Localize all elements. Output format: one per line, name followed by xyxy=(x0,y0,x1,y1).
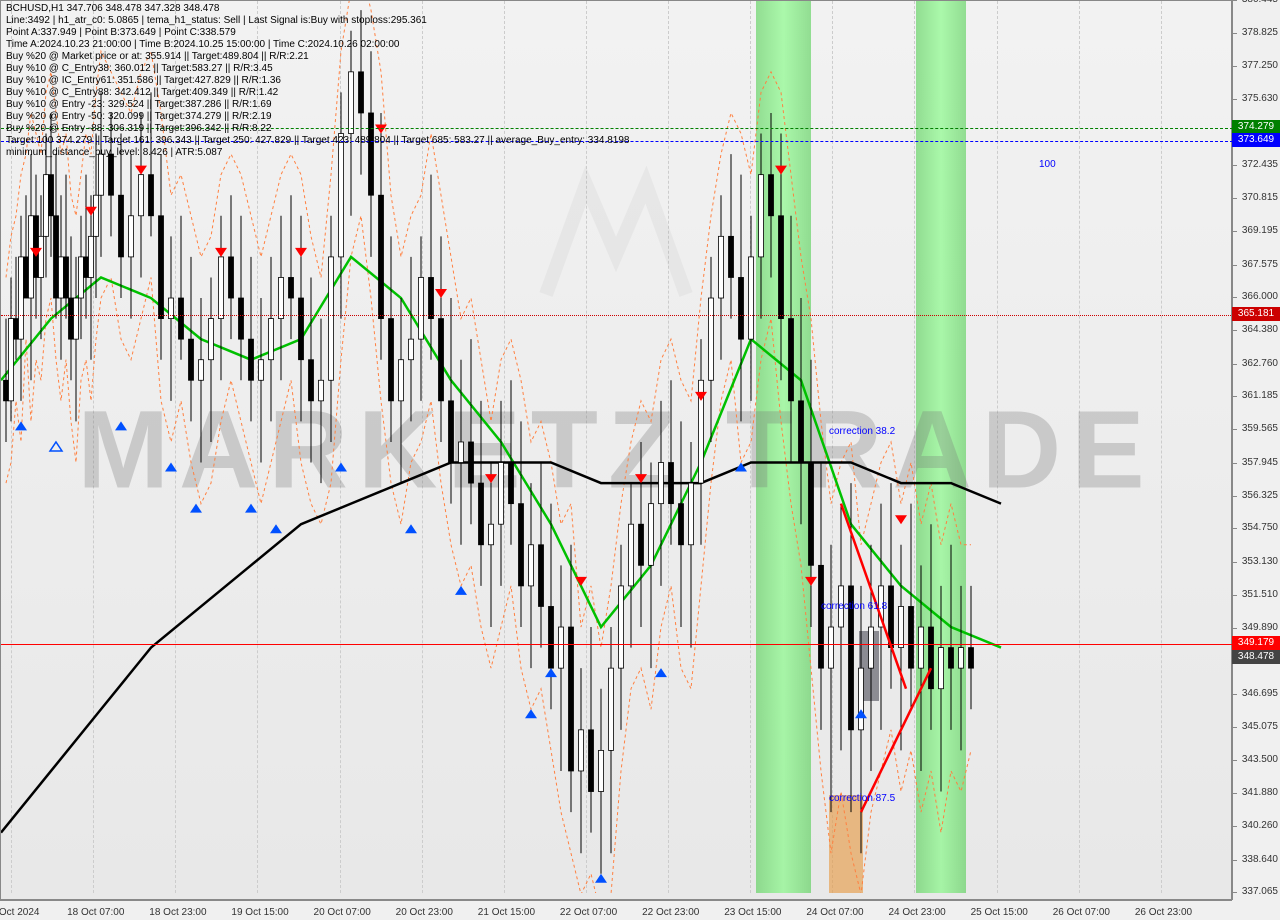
annotation: 100 xyxy=(1039,159,1056,170)
y-tick: 364.380 xyxy=(1242,324,1278,335)
y-tick: 351.510 xyxy=(1242,589,1278,600)
price-label: 373.649 xyxy=(1232,133,1280,147)
info-line-9: Buy %20 @ Entry -88: 306.319 || Target:3… xyxy=(6,123,272,134)
price-label: 374.279 xyxy=(1232,120,1280,134)
info-line-7: Buy %10 @ Entry -23: 329.524 || Target:3… xyxy=(6,99,272,110)
x-tick: 24 Oct 07:00 xyxy=(806,907,863,918)
y-tick: 359.565 xyxy=(1242,423,1278,434)
info-line-3: Buy %20 @ Market price or at: 355.914 ||… xyxy=(6,51,309,62)
x-tick: 17 Oct 2024 xyxy=(0,907,39,918)
x-axis: 17 Oct 2024 18 Oct 07:00 18 Oct 23:00 19 Oc… xyxy=(0,900,1232,920)
y-tick: 375.630 xyxy=(1242,93,1278,104)
y-tick: 337.065 xyxy=(1242,886,1278,897)
y-tick: 349.890 xyxy=(1242,622,1278,633)
x-tick: 22 Oct 23:00 xyxy=(642,907,699,918)
y-tick: 357.945 xyxy=(1242,457,1278,468)
y-tick: 361.185 xyxy=(1242,390,1278,401)
y-tick: 372.435 xyxy=(1242,159,1278,170)
y-tick: 343.500 xyxy=(1242,754,1278,765)
h-line xyxy=(1,644,1233,645)
y-tick: 338.640 xyxy=(1242,854,1278,865)
x-tick: 18 Oct 23:00 xyxy=(149,907,206,918)
y-tick: 353.130 xyxy=(1242,556,1278,567)
x-tick: 26 Oct 23:00 xyxy=(1135,907,1192,918)
info-line-10: Target:100 374.279 || Target 161: 396.34… xyxy=(6,135,630,146)
info-line-6: Buy %10 @ C_Entry88: 342.412 || Target:4… xyxy=(6,87,278,98)
y-tick: 354.750 xyxy=(1242,522,1278,533)
info-line-4: Buy %10 @ C_Entry38: 360.012 || Target:5… xyxy=(6,63,273,74)
info-line-1: Point A:337.949 | Point B:373.649 | Poin… xyxy=(6,27,236,38)
h-line xyxy=(1,315,1233,316)
chart-area[interactable]: MARKETZ TRADE BCHUSD,H1 347.706 348.478 … xyxy=(0,0,1232,900)
y-tick: 380.445 xyxy=(1242,0,1278,5)
info-line-5: Buy %10 @ IC_Entry61: 351.586 || Target:… xyxy=(6,75,281,86)
y-tick: 377.250 xyxy=(1242,60,1278,71)
x-tick: 20 Oct 23:00 xyxy=(396,907,453,918)
y-tick: 341.880 xyxy=(1242,787,1278,798)
x-tick: 23 Oct 15:00 xyxy=(724,907,781,918)
x-tick: 25 Oct 15:00 xyxy=(971,907,1028,918)
annotation: correction 38.2 xyxy=(829,426,895,437)
x-tick: 22 Oct 07:00 xyxy=(560,907,617,918)
x-tick: 24 Oct 23:00 xyxy=(888,907,945,918)
x-tick: 20 Oct 07:00 xyxy=(314,907,371,918)
x-tick: 26 Oct 07:00 xyxy=(1053,907,1110,918)
x-tick: 21 Oct 15:00 xyxy=(478,907,535,918)
y-tick: 346.695 xyxy=(1242,688,1278,699)
price-label: 349.179 xyxy=(1232,636,1280,650)
price-label: 348.478 xyxy=(1232,650,1280,664)
x-tick: 19 Oct 15:00 xyxy=(231,907,288,918)
symbol-label: BCHUSD,H1 347.706 348.478 347.328 348.47… xyxy=(6,3,220,14)
info-line-8: Buy %20 @ Entry -50: 320.099 || Target:3… xyxy=(6,111,272,122)
y-tick: 356.325 xyxy=(1242,490,1278,501)
y-tick: 369.195 xyxy=(1242,225,1278,236)
annotation: correction 87.5 xyxy=(829,793,895,804)
y-axis: 380.445 378.825 377.250 375.630 374.279373.6… xyxy=(1232,0,1280,900)
y-tick: 378.825 xyxy=(1242,27,1278,38)
y-tick: 366.000 xyxy=(1242,291,1278,302)
price-label: 365.181 xyxy=(1232,307,1280,321)
y-tick: 345.075 xyxy=(1242,721,1278,732)
y-tick: 367.575 xyxy=(1242,259,1278,270)
x-tick: 18 Oct 07:00 xyxy=(67,907,124,918)
y-tick: 370.815 xyxy=(1242,192,1278,203)
info-line-0: Line:3492 | h1_atr_c0: 5.0865 | tema_h1_… xyxy=(6,15,427,26)
annotation: correction 61.8 xyxy=(821,601,887,612)
info-line-11: minimum_distance_buy_level: 8.426 | ATR:… xyxy=(6,147,222,158)
y-tick: 362.760 xyxy=(1242,358,1278,369)
y-tick: 340.260 xyxy=(1242,820,1278,831)
info-line-2: Time A:2024.10.23 21:00:00 | Time B:2024… xyxy=(6,39,399,50)
